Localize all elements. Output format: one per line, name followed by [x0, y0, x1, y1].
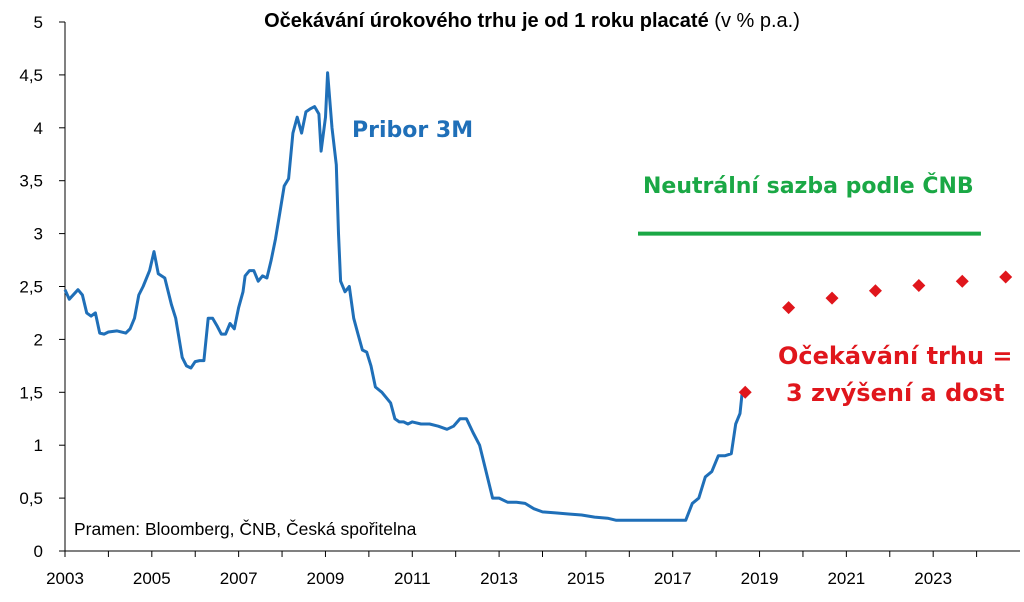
x-tick-label: 2007	[220, 569, 258, 588]
y-tick-label: 2,5	[19, 278, 43, 297]
market-expectation-point	[825, 291, 839, 305]
x-tick-label: 2011	[394, 569, 431, 588]
y-tick-label: 0	[34, 542, 43, 561]
market-expectation-point	[738, 385, 752, 399]
x-tick-label: 2015	[567, 569, 605, 588]
x-tick-label: 2013	[480, 569, 518, 588]
series-label-market-expectations: Očekávání trhu = 3 zvýšení a dost	[778, 338, 1013, 412]
y-tick-label: 3,5	[19, 172, 43, 191]
y-tick-label: 4	[34, 119, 43, 138]
x-tick-label: 2021	[827, 569, 865, 588]
y-tick-label: 3	[34, 225, 43, 244]
x-tick-label: 2019	[741, 569, 779, 588]
chart-title-unit: (v % p.a.)	[714, 10, 800, 32]
x-tick-label: 2023	[914, 569, 952, 588]
chart-title-main: Očekávání úrokového trhu je od 1 roku pl…	[264, 10, 709, 32]
x-tick-label: 2003	[46, 569, 84, 588]
market-label-line-2: 3 zvýšení a dost	[785, 379, 1005, 407]
y-tick-label: 1	[34, 436, 43, 455]
market-expectation-point	[782, 301, 796, 315]
chart-title: Očekávání úrokového trhu je od 1 roku pl…	[0, 10, 1024, 33]
x-tick-label: 2017	[654, 569, 692, 588]
y-tick-label: 4,5	[19, 66, 43, 85]
series-label-neutral-rate: Neutrální sazba podle ČNB	[643, 174, 974, 199]
y-tick-label: 2	[34, 330, 43, 349]
y-tick-label: 0,5	[19, 489, 43, 508]
x-tick-label: 2005	[133, 569, 171, 588]
source-note: Pramen: Bloomberg, ČNB, Česká spořitelna	[74, 519, 417, 539]
y-tick-label: 5	[34, 13, 43, 32]
market-expectation-point	[868, 284, 882, 298]
market-expectation-point	[955, 274, 969, 288]
x-tick-label: 2009	[307, 569, 345, 588]
series-line-pribor	[63, 71, 744, 522]
y-tick-label: 1,5	[19, 383, 43, 402]
series-label-pribor: Pribor 3M	[352, 118, 474, 143]
market-expectation-point	[912, 278, 926, 292]
market-expectation-point	[999, 270, 1013, 284]
market-label-line-1: Očekávání trhu =	[778, 342, 1013, 370]
